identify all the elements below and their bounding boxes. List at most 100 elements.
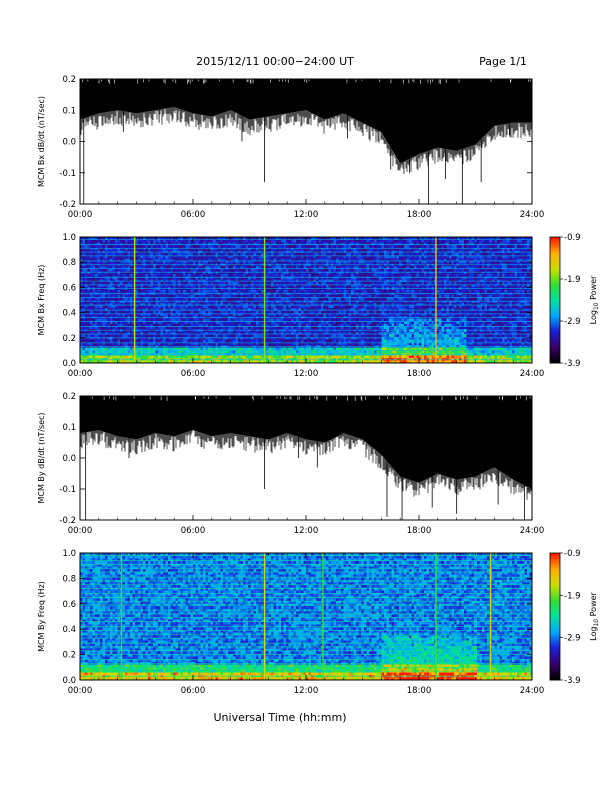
spectrogram-cell (321, 331, 324, 335)
spectrogram-cell (371, 294, 375, 298)
spectrogram-cell (115, 347, 118, 351)
spectrogram-cell (187, 342, 191, 345)
spectrogram-cell (147, 323, 151, 327)
spectrogram-cell (80, 318, 83, 322)
spectrogram-cell (514, 344, 518, 348)
spectrogram-cell (97, 336, 101, 340)
spectrogram-cell (273, 310, 277, 314)
spectrogram-cell (203, 305, 206, 309)
spectrogram-cell (195, 342, 199, 345)
spectrogram-cell (285, 344, 289, 348)
spectrogram-cell (486, 297, 490, 301)
spectrogram-cell (398, 347, 402, 351)
spectrogram-cell (240, 331, 244, 335)
spectrogram-cell (504, 326, 508, 330)
spectrogram-cell (90, 294, 93, 298)
spectrogram-cell (358, 307, 362, 311)
spectrogram-cell (361, 315, 365, 319)
spectrogram-cell (391, 297, 395, 301)
spectrogram-cell (125, 310, 129, 314)
spectrogram-cell (107, 307, 111, 311)
spectrogram-cell (481, 310, 485, 314)
spectrogram-cell (80, 331, 83, 335)
spectrogram-cell (348, 318, 352, 322)
spectrogram-cell (177, 355, 181, 359)
spectrogram-cell (381, 315, 385, 319)
spectrogram-cell (368, 342, 372, 345)
spectrogram-cell (180, 360, 184, 364)
spectrogram-cell (273, 355, 277, 359)
spectrogram-cell (90, 336, 93, 340)
spectrogram-cell (235, 321, 239, 324)
spectrogram-cell (496, 326, 500, 330)
spectrogram-cell (469, 336, 473, 340)
spectrogram-cell (419, 297, 422, 301)
spectrogram-cell (170, 297, 174, 301)
spectrogram-cell (80, 323, 83, 327)
spectrogram-cell (288, 313, 292, 317)
spectrogram-cell (290, 344, 294, 348)
spectrogram-cell (351, 339, 355, 343)
spectrogram-cell (278, 297, 282, 301)
spectrogram-cell (303, 323, 307, 327)
spectrogram-cell (170, 342, 174, 345)
spectrogram-cell (155, 326, 159, 330)
spectrogram-cell (363, 349, 367, 353)
spectrogram-cell (260, 310, 264, 314)
spectrogram-cell (235, 342, 239, 345)
spectrogram-cell (210, 302, 214, 306)
spectrogram-cell (521, 347, 525, 351)
spectrogram-cell (82, 294, 86, 298)
spectrogram-cell (338, 336, 342, 340)
spectrogram-cell (187, 349, 191, 353)
spectrogram-cell (361, 297, 365, 301)
spectrogram-cell (363, 310, 367, 314)
spectrogram-cell (112, 336, 116, 340)
spectrogram-cell (511, 349, 515, 353)
spectrogram-cell (210, 310, 214, 314)
spectrogram-cell (228, 349, 231, 353)
spectrogram-cell (228, 294, 231, 298)
spectrogram-cell (140, 326, 144, 330)
spectrogram-cell (338, 323, 342, 327)
spectrogram-cell (469, 347, 473, 351)
spectrogram-cell (306, 344, 309, 348)
spectrogram-cell (333, 302, 337, 306)
spectrogram-cell (152, 349, 156, 353)
spectrogram-cell (102, 310, 106, 314)
spectrogram-cell (376, 323, 380, 327)
spectrogram-cell (419, 315, 422, 319)
spectrogram-cell (80, 302, 83, 306)
spectrogram-cell (127, 347, 131, 351)
spectrogram-cell (295, 302, 299, 306)
spectrogram-cell (290, 339, 294, 343)
spectrogram-cell (489, 355, 493, 359)
spectrogram-cell (431, 336, 435, 340)
spectrogram-cell (331, 355, 334, 359)
spectrogram-cell (97, 349, 101, 353)
spectrogram-cell (273, 344, 277, 348)
spectrogram-cell (177, 344, 181, 348)
spectrogram-cell (210, 321, 214, 324)
spectrogram-cell (401, 302, 405, 306)
spectrogram-cell (112, 313, 116, 317)
spectrogram-cell (285, 313, 289, 317)
spectrogram-cell (203, 315, 206, 319)
spectrogram-cell (441, 331, 445, 335)
spectrogram-cell (461, 342, 465, 345)
spectrogram-cell (190, 302, 194, 306)
spectrogram-cell (215, 355, 219, 359)
spectrogram-cell (238, 326, 242, 330)
spectrogram-cell (147, 315, 151, 319)
spectrogram-cell (341, 323, 344, 327)
spectrogram-cell (135, 315, 139, 319)
spectrogram-cell (323, 342, 327, 345)
spectrogram-cell (303, 310, 307, 314)
spectrogram-cell (300, 294, 304, 298)
spectrogram-cell (112, 310, 116, 314)
spectrogram-cell (401, 318, 405, 322)
spectrogram-cell (160, 305, 164, 309)
spectrogram-cell (341, 334, 344, 338)
spectrogram-cell (494, 342, 498, 345)
spectrogram-cell (280, 315, 284, 319)
